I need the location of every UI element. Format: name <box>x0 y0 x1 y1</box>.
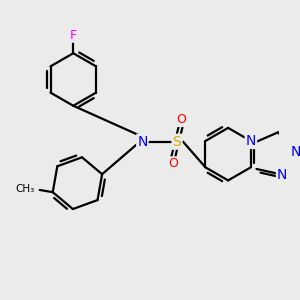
Text: N: N <box>277 168 287 182</box>
Text: S: S <box>172 135 181 149</box>
Text: N: N <box>246 134 256 148</box>
Text: N: N <box>137 135 148 149</box>
Text: F: F <box>70 29 77 42</box>
Text: CH₃: CH₃ <box>16 184 35 194</box>
Text: O: O <box>176 113 186 126</box>
Text: O: O <box>168 157 178 170</box>
Text: N: N <box>290 145 300 159</box>
